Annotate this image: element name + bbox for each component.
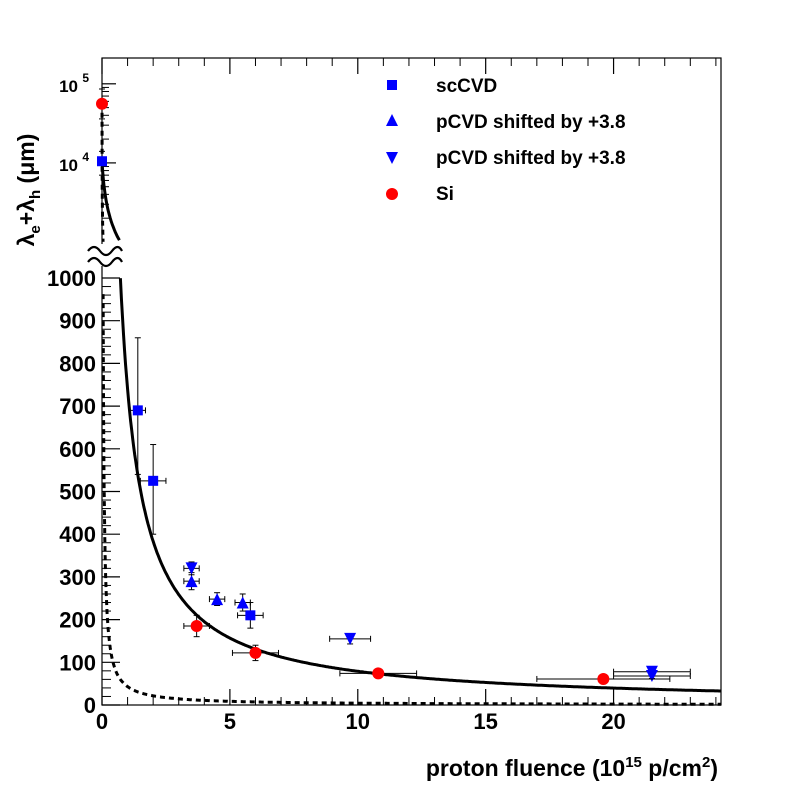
axis-break-marker (86, 244, 123, 268)
data-point-triangle-down (185, 562, 198, 575)
y-tick-label: 600 (59, 437, 96, 462)
legend-label-sccvd: scCVD (436, 76, 497, 97)
y-axis-title: λe+λh (μm) (13, 134, 44, 247)
data-point-triangle-up (185, 575, 198, 588)
data-point-circle (190, 620, 203, 633)
y-log-tick-label: 10 (59, 156, 78, 175)
plot-frame (101, 57, 722, 706)
data-point-square (245, 610, 256, 621)
fit-curve-log-segment (100, 161, 121, 241)
data-point-triangle-down (645, 669, 658, 682)
x-tick-label: 5 (224, 709, 236, 734)
y-tick-label: 400 (59, 522, 96, 547)
data-point-circle (96, 97, 108, 110)
y-tick-label: 0 (84, 693, 96, 718)
y-log-tick-exponent: 5 (82, 71, 89, 85)
x-axis-title: proton fluence (1015 p/cm2) (426, 754, 718, 781)
y-tick-label: 300 (59, 565, 96, 590)
data-point-triangle-down (344, 632, 357, 645)
data-point-circle (372, 667, 385, 680)
data-point-square (132, 405, 143, 416)
y-tick-label: 1000 (47, 266, 96, 291)
y-log-tick-exponent: 4 (82, 150, 89, 164)
y-log-tick-label: 10 (59, 77, 78, 96)
x-tick-label: 10 (346, 709, 370, 734)
fit-curves (100, 103, 721, 706)
legend-marker-pcvd-down (386, 152, 398, 164)
data-point-square (148, 475, 159, 486)
fit-curve (118, 278, 721, 693)
legend-label-pcvd-up: pCVD shifted by +3.8 (436, 112, 626, 133)
legend-marker-pcvd-up (386, 114, 398, 126)
x-tick-label: 0 (96, 709, 108, 734)
y-tick-label: 700 (59, 394, 96, 419)
data-point-triangle-up (211, 593, 224, 606)
data-point-circle (249, 646, 262, 659)
y-tick-label: 200 (59, 608, 96, 633)
axis-ticks: 0 5 10 15 2001002003004005006007008009001000… (47, 58, 717, 734)
legend-marker-sccvd (387, 80, 397, 90)
data-point-square (97, 156, 107, 167)
data-point-triangle-up (236, 596, 249, 609)
y-tick-label: 800 (59, 351, 96, 376)
legend-label-si: Si (436, 184, 454, 205)
y-tick-label: 100 (59, 650, 96, 675)
data-point-circle (597, 672, 610, 685)
y-tick-label: 500 (59, 480, 96, 505)
x-tick-label: 15 (473, 709, 497, 734)
data-points (96, 88, 691, 685)
legend: scCVD pCVD shifted by +3.8 pCVD shifted … (386, 76, 626, 205)
legend-label-pcvd-down: pCVD shifted by +3.8 (436, 148, 626, 169)
x-tick-label: 20 (601, 709, 625, 734)
legend-marker-si (386, 188, 398, 200)
fit-curve (101, 294, 721, 706)
y-tick-label: 900 (59, 309, 96, 334)
